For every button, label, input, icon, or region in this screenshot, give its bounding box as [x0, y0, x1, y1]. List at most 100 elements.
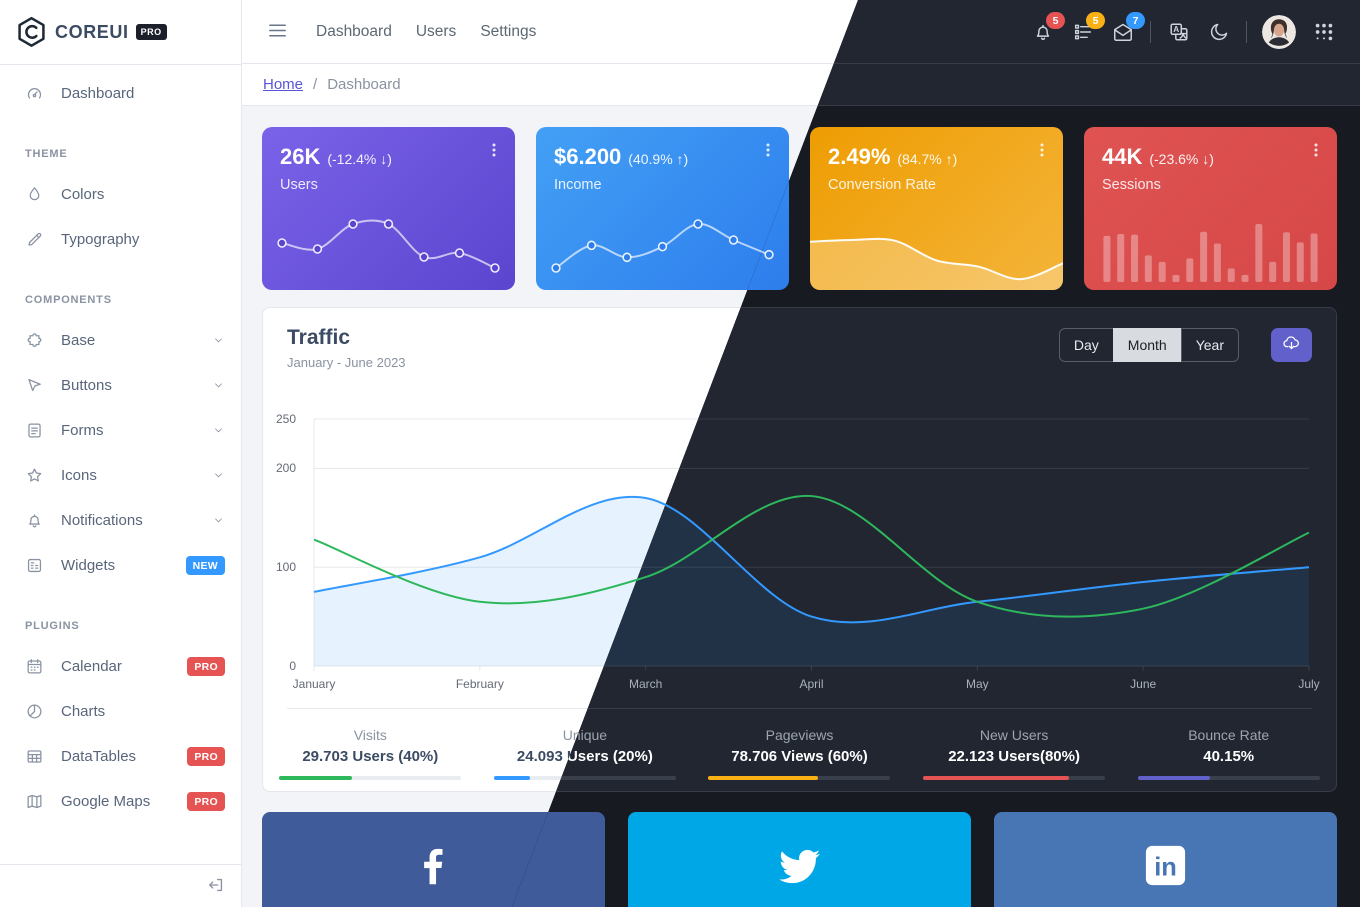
conversion-area-chart [810, 237, 1063, 290]
sidebar-item-label: Icons [61, 467, 97, 484]
messages-button[interactable]: 7 [1110, 12, 1145, 44]
pro-badge: PRO [187, 747, 225, 766]
sidebar-item-dashboard[interactable]: Dashboard [0, 71, 241, 116]
sidebar-collapse-button[interactable] [205, 875, 227, 897]
sidebar-item-notifications[interactable]: Notifications [0, 498, 241, 543]
calendar-icon [25, 657, 44, 676]
sidebar-item-colors[interactable]: Colors [0, 172, 241, 217]
traffic-title: Traffic [287, 326, 351, 349]
theme-toggle-button[interactable] [1206, 19, 1231, 44]
sidebar-footer [0, 864, 241, 907]
widget-menu-button[interactable] [483, 140, 505, 162]
y-tick-label: 0 [289, 659, 296, 673]
linkedin-card[interactable]: in [994, 812, 1337, 907]
top-nav: Dashboard Users Settings [304, 17, 548, 47]
chevron-down-icon [212, 424, 225, 437]
x-tick-label: January [292, 677, 336, 691]
stat-new-users: New Users 22.123 Users(80%) [907, 727, 1122, 780]
breadcrumb-separator: / [313, 76, 318, 93]
menu-toggle-button[interactable] [264, 19, 290, 45]
sidebar-item-widgets[interactable]: Widgets NEW [0, 543, 241, 588]
x-tick-label: March [628, 677, 663, 691]
stat-label: Pageviews [765, 727, 834, 743]
traffic-subtitle: January - June 2023 [287, 355, 406, 370]
pro-badge: PRO [187, 792, 225, 811]
y-tick-label: 250 [275, 412, 296, 426]
widget-menu-button[interactable] [1031, 140, 1053, 162]
sidebar-item-icons[interactable]: Icons [0, 453, 241, 498]
header-icons: 5 5 7 A [1030, 12, 1336, 49]
brand-name: COREUI [55, 21, 129, 42]
breadcrumb-current: Dashboard [327, 76, 401, 93]
widget-users-card: 26K (-12.4% ↓) Users [262, 127, 515, 290]
sidebar-item-base[interactable]: Base [0, 318, 241, 363]
user-avatar[interactable] [1262, 14, 1296, 49]
linkedin-icon: in [1142, 842, 1189, 889]
widget-menu-button[interactable] [757, 140, 779, 162]
notifications-count-badge: 5 [1046, 12, 1065, 29]
sidebar-item-typography[interactable]: Typography [0, 217, 241, 262]
traffic-y-axis: 0 100 200 250 [263, 412, 306, 673]
language-button[interactable]: A [1166, 19, 1191, 44]
sidebar-section-components: COMPONENTS [25, 294, 112, 306]
widget-sessions-card: 44K (-23.6% ↓) Sessions [1084, 127, 1337, 290]
widget-delta: (-23.6% ↓) [1149, 151, 1214, 167]
stat-value: 22.123 Users(80%) [948, 748, 1080, 765]
range-year-button[interactable]: Year [1180, 328, 1239, 362]
x-tick-label: June [1130, 677, 1157, 691]
stat-visits: Visits 29.703 Users (40%) [263, 727, 478, 780]
progress-fill [923, 776, 1069, 780]
svg-text:in: in [1154, 854, 1177, 882]
sidebar-item-forms[interactable]: Forms [0, 408, 241, 453]
progress-track [708, 776, 891, 780]
cloud-download-icon [1282, 334, 1301, 356]
sidebar-item-calendar[interactable]: Calendar PRO [0, 644, 241, 689]
sidebar-item-label: Base [61, 332, 96, 349]
nav-dashboard[interactable]: Dashboard [316, 22, 392, 40]
apps-grid-icon [1311, 21, 1336, 43]
apps-menu-button[interactable] [1311, 19, 1336, 44]
sidebar-item-charts[interactable]: Charts [0, 689, 241, 734]
sidebar-item-google-maps[interactable]: Google Maps PRO [0, 779, 241, 824]
chevron-down-icon [212, 469, 225, 482]
breadcrumb-home-link[interactable]: Home [263, 76, 304, 93]
range-month-button[interactable]: Month [1112, 328, 1182, 362]
stat-pageviews: Pageviews 78.706 Views (60%) [692, 727, 907, 780]
x-tick-label: July [1298, 677, 1320, 691]
sidebar-item-datatables[interactable]: DataTables PRO [0, 734, 241, 779]
sidebar-item-label: Widgets [61, 557, 116, 574]
progress-track [923, 776, 1106, 780]
widget-income-card: $6.200 (40.9% ↑) Income [536, 127, 789, 290]
coreui-logo-icon [16, 16, 47, 49]
avatar-image [1262, 14, 1296, 49]
tasks-count-badge: 5 [1086, 12, 1105, 29]
widget-delta: (84.7% ↑) [897, 151, 958, 167]
stat-label: Bounce Rate [1188, 727, 1270, 743]
download-button[interactable] [1271, 328, 1312, 362]
widget-conversion-card: 2.49% (84.7% ↑) Conversion Rate [810, 127, 1063, 290]
sessions-bar-chart [1103, 224, 1318, 282]
social-cards-row: in [512, 812, 1337, 907]
nav-settings[interactable]: Settings [480, 22, 537, 40]
widget-label: Conversion Rate [828, 177, 936, 193]
nav-users[interactable]: Users [415, 22, 457, 40]
sidebar-section-plugins: PLUGINS [25, 620, 80, 632]
sidebar-item-buttons[interactable]: Buttons [0, 363, 241, 408]
twitter-icon [776, 842, 823, 889]
stat-label: New Users [979, 727, 1049, 743]
twitter-card[interactable] [628, 812, 971, 907]
notes-icon [25, 421, 44, 440]
tasks-button[interactable]: 5 [1070, 12, 1105, 44]
range-day-button[interactable]: Day [1058, 328, 1114, 362]
notifications-button[interactable]: 5 [1030, 12, 1065, 44]
widget-menu-button[interactable] [1305, 140, 1327, 162]
sidebar-item-label: Notifications [61, 512, 143, 529]
traffic-footer-stats: Visits 29.703 Users (40%) Unique 24.093 … [512, 708, 1336, 791]
collapse-icon [206, 878, 226, 898]
bell-icon [1030, 21, 1055, 43]
pencil-icon [25, 230, 44, 249]
sidebar-section-theme: THEME [25, 148, 68, 160]
brand[interactable]: COREUI PRO [0, 0, 241, 65]
translate-icon: A [1166, 21, 1191, 43]
x-tick-label: April [799, 677, 824, 691]
